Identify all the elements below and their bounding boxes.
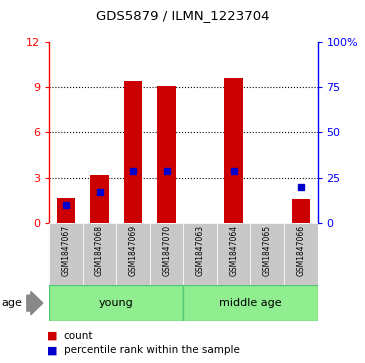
Text: percentile rank within the sample: percentile rank within the sample <box>64 345 240 355</box>
FancyArrow shape <box>27 291 43 315</box>
Bar <box>83 223 116 285</box>
Bar <box>157 86 176 223</box>
Bar <box>49 223 83 285</box>
Bar <box>150 223 184 285</box>
Bar <box>124 81 142 223</box>
Bar <box>57 197 75 223</box>
Bar <box>183 285 318 321</box>
Bar <box>91 175 109 223</box>
Bar <box>284 223 318 285</box>
Text: GDS5879 / ILMN_1223704: GDS5879 / ILMN_1223704 <box>96 9 269 22</box>
Bar <box>224 78 243 223</box>
Bar <box>49 285 183 321</box>
Text: GSM1847066: GSM1847066 <box>296 225 305 276</box>
Text: count: count <box>64 331 93 341</box>
Text: GSM1847068: GSM1847068 <box>95 225 104 276</box>
Text: young: young <box>99 298 134 308</box>
Text: GSM1847063: GSM1847063 <box>196 225 205 276</box>
Bar <box>116 223 150 285</box>
Text: age: age <box>2 298 23 308</box>
Text: GSM1847064: GSM1847064 <box>229 225 238 276</box>
Text: GSM1847067: GSM1847067 <box>62 225 70 276</box>
Bar <box>250 223 284 285</box>
Text: GSM1847070: GSM1847070 <box>162 225 171 276</box>
Text: middle age: middle age <box>219 298 282 308</box>
Text: ■: ■ <box>47 345 58 355</box>
Text: ■: ■ <box>47 331 58 341</box>
Text: GSM1847069: GSM1847069 <box>128 225 138 276</box>
Bar <box>292 199 310 223</box>
Bar <box>217 223 250 285</box>
Bar <box>183 223 217 285</box>
Text: GSM1847065: GSM1847065 <box>263 225 272 276</box>
